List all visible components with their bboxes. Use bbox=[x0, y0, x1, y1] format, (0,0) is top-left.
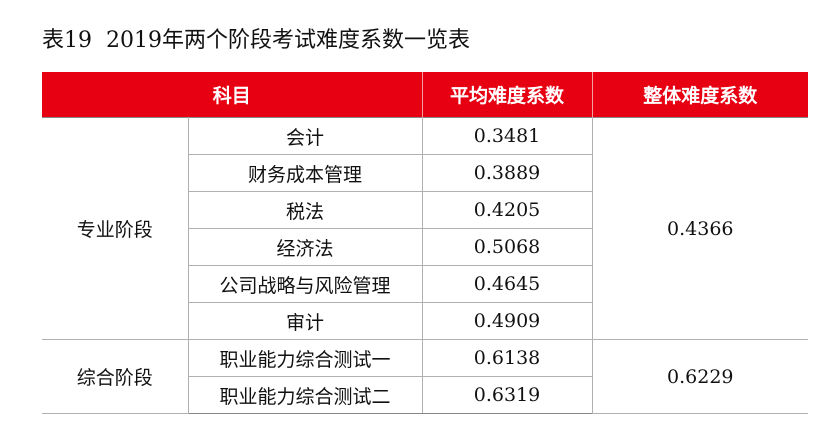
subject-cell: 公司战略与风险管理 bbox=[187, 265, 423, 303]
avg-cell: 0.3481 bbox=[421, 117, 593, 155]
table-row: 职业能力综合测试二 0.6319 bbox=[42, 376, 808, 414]
avg-cell: 0.4645 bbox=[421, 265, 593, 303]
overall-cell: 0.6229 bbox=[591, 339, 809, 414]
table-row: 税法 0.4205 bbox=[42, 191, 808, 229]
table-row: 财务成本管理 0.3889 bbox=[42, 154, 808, 192]
overall-cell: 0.4366 bbox=[591, 117, 809, 340]
table-row: 综合阶段 职业能力综合测试一 0.6138 0.6229 bbox=[42, 339, 809, 414]
header-cell: 科目 bbox=[42, 72, 423, 118]
table: 科目 平均难度系数 整体难度系数 专业阶段 会计 0.3481 0.4366 财务成本管… bbox=[42, 72, 809, 414]
subject-cell: 职业能力综合测试二 bbox=[187, 376, 423, 414]
avg-cell: 0.5068 bbox=[421, 228, 593, 266]
subject-cell: 职业能力综合测试一 bbox=[187, 339, 423, 377]
table-row: 专业阶段 会计 0.3481 0.4366 bbox=[42, 117, 809, 340]
table-title: 表19 2019年两个阶段考试难度系数一览表 bbox=[42, 28, 470, 53]
stage-cell: 专业阶段 bbox=[42, 117, 189, 340]
stage-cell: 综合阶段 bbox=[42, 339, 189, 414]
header-row: 科目 平均难度系数 整体难度系数 bbox=[42, 72, 809, 118]
avg-cell: 0.6319 bbox=[421, 376, 593, 414]
table-row: 经济法 0.5068 bbox=[42, 228, 808, 266]
avg-cell: 0.6138 bbox=[421, 339, 593, 377]
table-body: 专业阶段 会计 0.3481 0.4366 财务成本管理 0.3889 税法 0.4205 经济… bbox=[42, 117, 809, 414]
subject-cell: 财务成本管理 bbox=[187, 154, 423, 192]
table-row: 公司战略与风险管理 0.4645 bbox=[42, 265, 808, 303]
header-cell: 平均难度系数 bbox=[421, 72, 593, 118]
avg-cell: 0.4909 bbox=[421, 302, 593, 340]
subject-cell: 经济法 bbox=[187, 228, 423, 266]
avg-cell: 0.4205 bbox=[421, 191, 593, 229]
avg-cell: 0.3889 bbox=[421, 154, 593, 192]
table-row: 审计 0.4909 bbox=[42, 302, 808, 340]
subject-cell: 会计 bbox=[187, 117, 423, 155]
subject-cell: 审计 bbox=[187, 302, 423, 340]
subject-cell: 税法 bbox=[187, 191, 423, 229]
header-cell: 整体难度系数 bbox=[591, 72, 809, 118]
